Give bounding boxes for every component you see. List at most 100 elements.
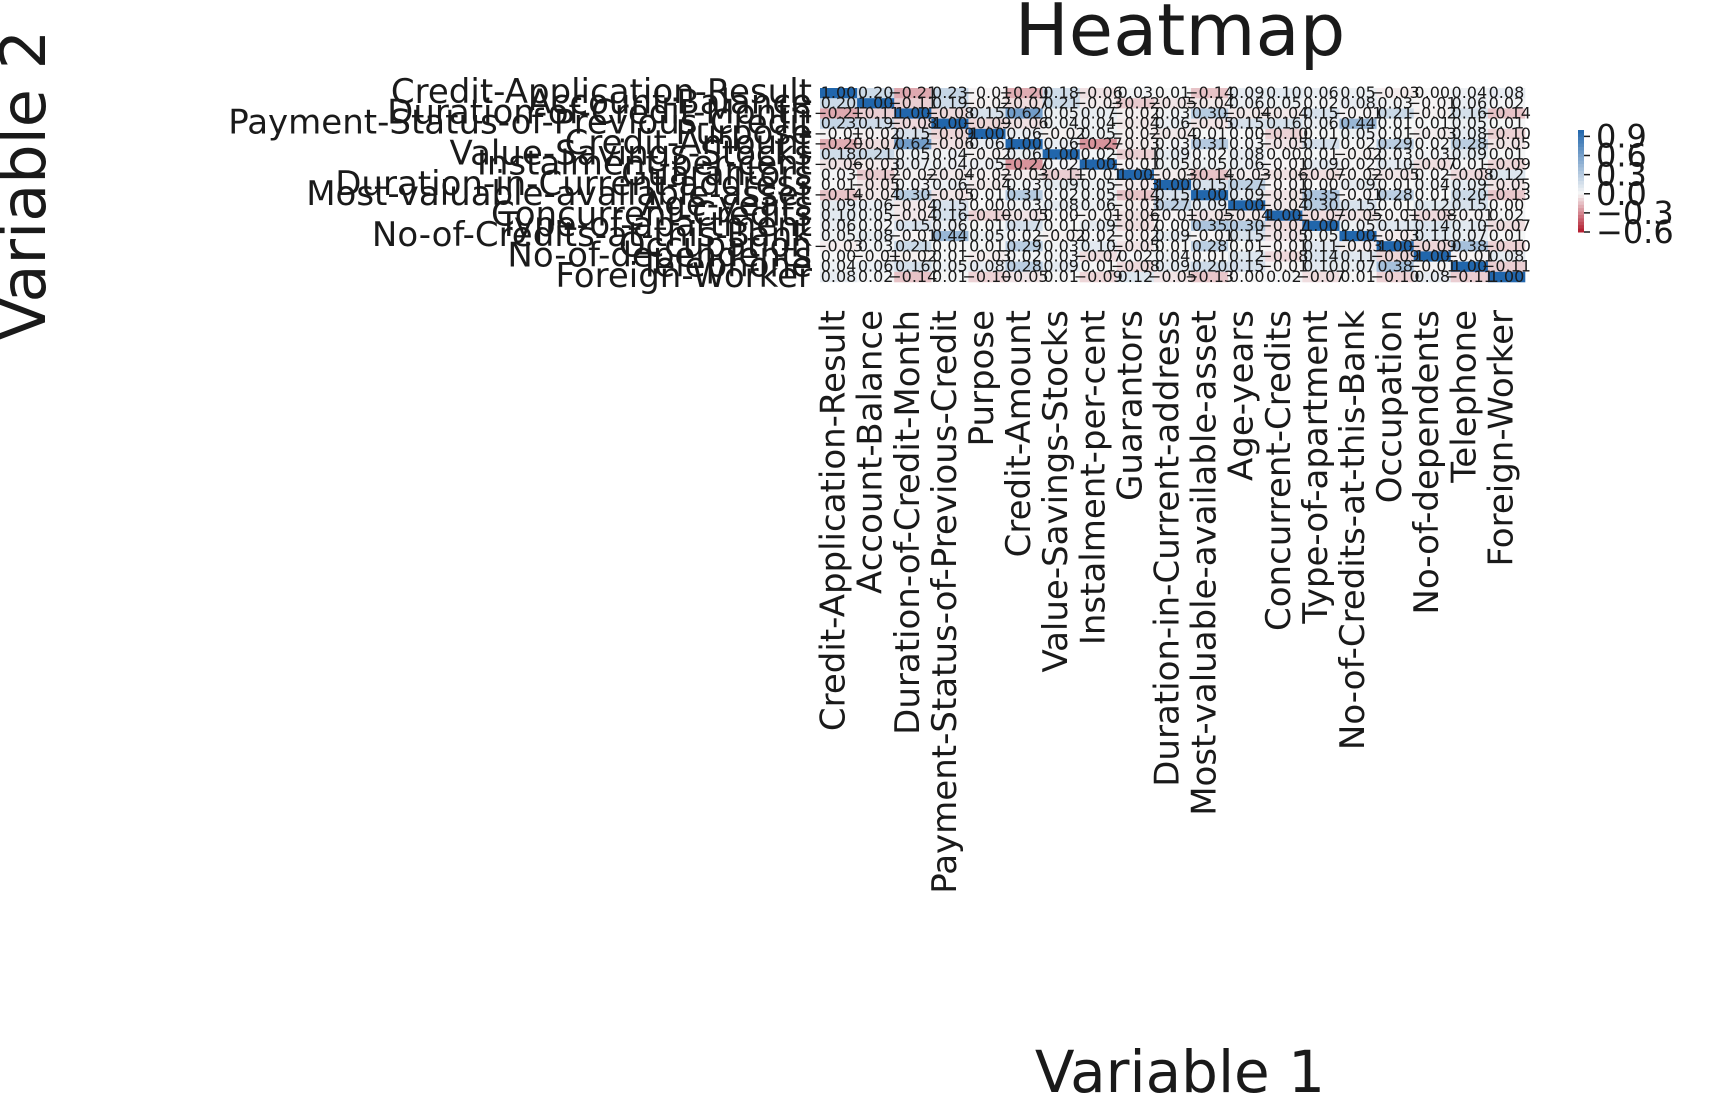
y-tick-label: Account-Balance xyxy=(528,82,812,122)
cell-value-label: 0.08 xyxy=(969,257,1005,276)
x-tick-label: Foreign-Worker xyxy=(1481,310,1521,567)
cell-value-label: −0.14 xyxy=(1185,83,1234,102)
cell-value-label: 0.04 xyxy=(821,257,857,276)
heatmap-cell xyxy=(1153,261,1192,273)
heatmap-cell xyxy=(820,88,858,99)
cell-value-label: 0.04 xyxy=(1080,114,1116,133)
heatmap-cell xyxy=(857,88,895,99)
cell-value-label: −0.01 xyxy=(1259,175,1308,194)
cell-value-label: 0.04 xyxy=(932,155,968,174)
cell-value-label: −0.05 xyxy=(1148,93,1197,112)
heatmap-cell xyxy=(1042,139,1081,150)
cell-value-label: −0.03 xyxy=(1371,83,1420,102)
cell-value-label: 0.01 xyxy=(1340,267,1376,286)
heatmap-cell xyxy=(1302,118,1340,130)
heatmap-cell xyxy=(1450,251,1489,262)
cell-value-label: 1.00 xyxy=(1303,216,1339,235)
cell-value-label: 0.38 xyxy=(1377,257,1413,276)
heatmap-cell xyxy=(1079,190,1118,201)
colorbar: 0.90.60.30.0−0.3−0.6 xyxy=(1578,117,1674,251)
heatmap-cell xyxy=(1191,159,1229,170)
x-tick-label: Most-valuable-available-asset xyxy=(1185,310,1225,816)
colorbar-tick-label: 0.3 xyxy=(1596,156,1647,194)
cell-value-label: −0.04 xyxy=(888,195,937,214)
y-tick-label: Occupation xyxy=(619,225,812,265)
cell-value-label: 0.20 xyxy=(821,93,857,112)
cell-value-label: 0.14 xyxy=(1303,246,1339,265)
cell-value-label: −0.06 xyxy=(1074,83,1123,102)
cell-value-label: −0.04 xyxy=(1259,195,1308,214)
cell-value-label: 0.09 xyxy=(1043,175,1079,194)
cell-value-label: 0.14 xyxy=(1414,216,1450,235)
heatmap-cell xyxy=(1265,210,1303,222)
heatmap-cell xyxy=(968,190,1006,201)
cell-value-label: 0.29 xyxy=(1377,134,1413,153)
heatmap-cell xyxy=(1153,149,1192,160)
heatmap-cell xyxy=(1116,179,1155,191)
colorbar-segment xyxy=(1578,143,1584,148)
heatmap-cell xyxy=(968,200,1006,211)
colorbar-segment xyxy=(1578,215,1584,219)
cell-value-label: −0.11 xyxy=(1111,144,1160,163)
x-tick-label: Credit-Amount xyxy=(999,310,1039,557)
cell-value-label: −0.27 xyxy=(1000,155,1049,174)
heatmap-cell xyxy=(1228,108,1266,119)
heatmap-cell xyxy=(1376,271,1414,283)
heatmap-cell xyxy=(1079,179,1118,191)
heatmap-cell xyxy=(1450,210,1489,222)
cell-value-label: 0.06 xyxy=(932,175,968,194)
heatmap-cell xyxy=(1339,159,1377,170)
cell-value-label: −0.01 xyxy=(1074,165,1123,184)
cell-value-label: −0.06 xyxy=(814,155,863,174)
heatmap-cell xyxy=(1005,230,1043,242)
cell-value-label: 0.21 xyxy=(1377,104,1413,123)
cell-value-label: 0.06 xyxy=(858,257,894,276)
cell-value-label: 0.10 xyxy=(1303,257,1339,276)
cell-value-label: 0.21 xyxy=(858,144,894,163)
heatmap-cell xyxy=(1042,200,1081,211)
cell-value-label: 0.05 xyxy=(821,226,857,245)
colorbar-segment xyxy=(1578,198,1584,202)
cell-value-label: 0.29 xyxy=(1006,236,1042,255)
heatmap-cell xyxy=(1376,118,1414,130)
heatmap-cell xyxy=(1079,118,1118,130)
heatmap-cell xyxy=(1116,210,1155,222)
cell-value-label: 0.06 xyxy=(1080,195,1116,214)
cell-value-label: −0.03 xyxy=(851,155,900,174)
cell-value-label: −0.04 xyxy=(962,175,1011,194)
cell-value-label: 0.06 xyxy=(821,216,857,235)
heatmap-cell xyxy=(1005,159,1043,170)
cell-value-label: 1.00 xyxy=(821,83,857,102)
heatmap-cell xyxy=(857,118,895,130)
cell-value-label: 0.03 xyxy=(1006,175,1042,194)
cell-value-label: 1.00 xyxy=(858,93,894,112)
cell-value-label: 0.10 xyxy=(1080,236,1116,255)
cell-value-label: 0.09 xyxy=(1452,144,1488,163)
cell-value-label: −0.07 xyxy=(1111,216,1160,235)
cell-value-label: 0.09 xyxy=(1340,175,1376,194)
cell-value-label: 0.03 xyxy=(1155,134,1191,153)
heatmap-cell xyxy=(1005,210,1043,222)
cell-value-label: 0.09 xyxy=(1229,83,1265,102)
heatmap-cell xyxy=(1005,108,1043,119)
heatmap-cell xyxy=(968,220,1006,232)
heatmap-cell xyxy=(1079,271,1118,283)
cell-value-label: −0.05 xyxy=(1259,134,1308,153)
heatmap-cell xyxy=(931,149,969,160)
cell-value-label: −0.20 xyxy=(1000,83,1049,102)
cell-value-label: −0.02 xyxy=(851,124,900,143)
heatmap-cell xyxy=(968,149,1006,160)
heatmap-cell xyxy=(1450,98,1489,109)
cell-value-label: 0.09 xyxy=(1452,175,1488,194)
heatmap-cell xyxy=(1376,108,1414,119)
heatmap-cell xyxy=(1413,220,1452,232)
cell-value-label: 0.01 xyxy=(1155,83,1191,102)
heatmap-cell xyxy=(1116,139,1155,150)
heatmap-cell xyxy=(820,128,858,140)
heatmap-cell xyxy=(1487,179,1526,191)
cell-value-label: −0.14 xyxy=(1482,104,1531,123)
cell-value-label: 0.09 xyxy=(1229,185,1265,204)
heatmap-cell xyxy=(1302,190,1340,201)
heatmap-cell xyxy=(1450,108,1489,119)
heatmap-cell xyxy=(1450,220,1489,232)
